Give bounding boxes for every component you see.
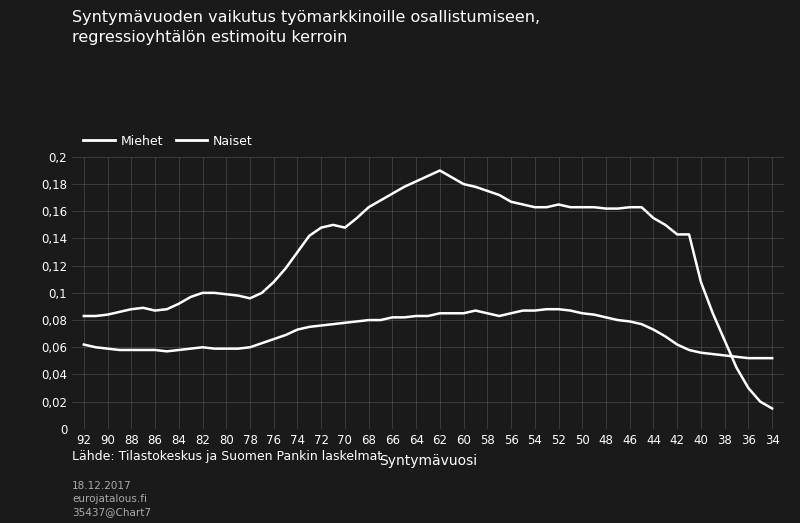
Naiset: [435, 310, 445, 316]
Naiset: [744, 355, 754, 361]
Naiset: [150, 347, 160, 353]
Legend: Miehet, Naiset: Miehet, Naiset: [78, 130, 258, 153]
Naiset: [257, 340, 266, 346]
Text: 18.12.2017: 18.12.2017: [72, 481, 132, 491]
Miehet: [435, 167, 445, 174]
Text: Syntymävuoden vaikutus työmarkkinoille osallistumiseen,
regressioyhtälön estimoi: Syntymävuoden vaikutus työmarkkinoille o…: [72, 10, 540, 46]
Text: 35437@Chart7: 35437@Chart7: [72, 507, 151, 517]
Naiset: [79, 342, 89, 348]
Miehet: [103, 312, 113, 318]
Miehet: [79, 313, 89, 319]
Line: Miehet: Miehet: [84, 170, 772, 408]
Naiset: [590, 312, 599, 318]
Miehet: [590, 204, 599, 210]
Miehet: [150, 308, 160, 314]
Miehet: [257, 290, 266, 296]
Text: eurojatalous.fi: eurojatalous.fi: [72, 494, 147, 504]
Line: Naiset: Naiset: [84, 309, 772, 358]
Text: Lähde: Tilastokeskus ja Suomen Pankin laskelmat.: Lähde: Tilastokeskus ja Suomen Pankin la…: [72, 450, 386, 463]
Naiset: [103, 346, 113, 352]
Naiset: [186, 346, 195, 352]
X-axis label: Syntymävuosi: Syntymävuosi: [379, 453, 477, 468]
Miehet: [767, 405, 777, 412]
Naiset: [767, 355, 777, 361]
Miehet: [186, 294, 195, 300]
Miehet: [447, 174, 457, 180]
Naiset: [542, 306, 551, 312]
